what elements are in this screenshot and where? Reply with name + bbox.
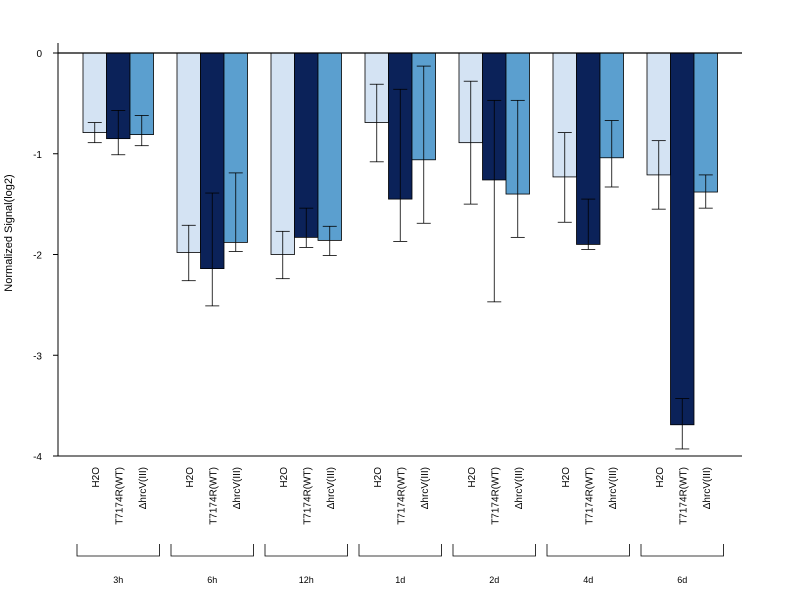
error-bars	[87, 65, 713, 450]
group-bracket	[264, 544, 348, 557]
category-label: H2O	[91, 467, 102, 488]
group-label: 4d	[583, 575, 593, 585]
category-label: ΔhrcV(III)	[608, 467, 619, 509]
group-bracket	[170, 544, 254, 557]
y-tick-label: -3	[33, 351, 42, 362]
bar	[670, 52, 695, 426]
group-label: 12h	[299, 575, 314, 585]
bar	[317, 52, 342, 241]
axes: 0 -1 -2 -3 -4	[33, 43, 742, 463]
category-label: H2O	[655, 467, 666, 488]
category-label: H2O	[373, 467, 384, 488]
group-label: 1d	[395, 575, 405, 585]
y-tick-label: -4	[33, 452, 42, 463]
category-label: H2O	[279, 467, 290, 488]
category-label: T7174R(WT)	[114, 467, 125, 525]
category-label: H2O	[561, 467, 572, 488]
y-axis-label: Normalized Signal(log2)	[3, 174, 15, 291]
category-label: ΔhrcV(III)	[138, 467, 149, 509]
group-bracket	[76, 544, 160, 557]
y-tick-label: -2	[33, 251, 42, 262]
category-label: ΔhrcV(III)	[326, 467, 337, 509]
group-bracket	[452, 544, 536, 557]
category-labels: H2O T7174R(WT) ΔhrcV(III) H2O T7174R(WT) Δhrc…	[91, 467, 713, 525]
group-label: 2d	[489, 575, 499, 585]
group-bracket	[358, 544, 442, 557]
category-label: ΔhrcV(III)	[514, 467, 525, 509]
category-label: ΔhrcV(III)	[702, 467, 713, 509]
y-tick-label: 0	[36, 49, 42, 60]
group-label: 6h	[207, 575, 217, 585]
category-label: T7174R(WT)	[208, 467, 219, 525]
group-brackets: 3h 6h 12h 1d 2d 4d 6d	[76, 544, 724, 585]
bar	[270, 52, 295, 255]
category-label: H2O	[467, 467, 478, 488]
bar	[82, 52, 107, 133]
group-bracket	[546, 544, 630, 557]
category-label: T7174R(WT)	[396, 467, 407, 525]
category-label: T7174R(WT)	[678, 467, 689, 525]
category-label: T7174R(WT)	[302, 467, 313, 525]
bar	[693, 52, 718, 193]
group-label: 6d	[677, 575, 687, 585]
category-label: ΔhrcV(III)	[420, 467, 431, 509]
category-label: T7174R(WT)	[490, 467, 501, 525]
category-label: ΔhrcV(III)	[232, 467, 243, 509]
category-label: T7174R(WT)	[584, 467, 595, 525]
group-bracket	[640, 544, 724, 557]
category-label: H2O	[185, 467, 196, 488]
bar	[176, 52, 201, 253]
y-tick-label: -1	[33, 150, 42, 161]
group-label: 3h	[113, 575, 123, 585]
